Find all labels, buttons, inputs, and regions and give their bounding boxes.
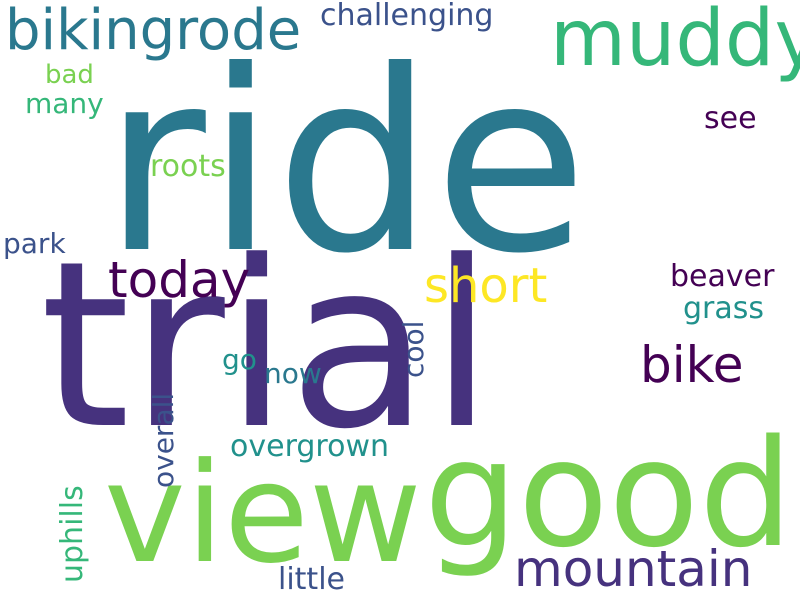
word-mountain: mountain [514, 540, 753, 598]
word-go: go [222, 343, 257, 376]
word-cool: cool [397, 320, 430, 378]
word-grass: grass [683, 291, 765, 326]
word-ride: ride [103, 17, 588, 308]
word-challenging: challenging [320, 0, 494, 33]
word-now: now [264, 357, 322, 390]
word-park: park [3, 227, 66, 260]
word-trial: trial [40, 213, 494, 480]
word-beaver: beaver [670, 259, 775, 294]
word-muddy: muddy [550, 0, 800, 84]
word-overall: overall [147, 392, 180, 488]
word-uphills: uphills [55, 485, 90, 583]
word-today: today [108, 251, 251, 309]
word-roots: roots [150, 149, 226, 184]
word-bad: bad [45, 60, 94, 90]
word-good: good [424, 408, 793, 580]
word-bikingrode: bikingrode [5, 0, 302, 63]
word-bike: bike [640, 336, 744, 394]
word-see: see [704, 101, 757, 136]
word-little: little [278, 562, 345, 597]
word-view: view [104, 433, 422, 594]
word-short: short [424, 258, 548, 314]
word-many: many [25, 87, 104, 120]
word-overgrown: overgrown [230, 429, 389, 464]
